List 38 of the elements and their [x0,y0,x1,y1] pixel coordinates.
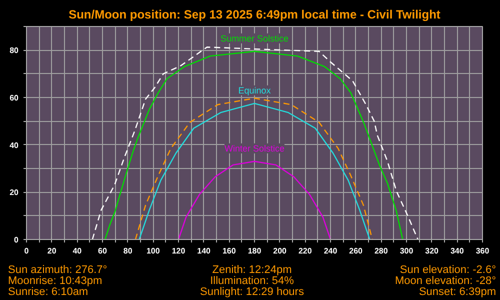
x-tick-label: 80 [123,246,133,256]
text: Moonrise: 10:43pm [8,275,104,287]
x-tick-label: 160 [222,246,236,256]
x-tick-label: 60 [98,246,108,256]
y-tick-label: 0 [14,236,20,244]
x-tick-label: 260 [349,246,364,256]
x-tick-label: 240 [324,246,338,256]
series-label: Winter Solstice [224,143,285,154]
x-tick-label: 360 [476,246,490,256]
x-tick-label: 200 [273,246,288,256]
y-tick-label: 80 [10,46,20,56]
text: Illumination: 54% [209,275,295,287]
text: Sunlight: 12:29 hours [199,286,305,298]
chart-title: Sun/Moon position: Sep 13 2025 6:49pm local time - Civil Twilight [68,8,440,22]
x-tick-label: 220 [298,246,312,256]
y-tick-label: 60 [10,94,20,102]
x-tick-label: 340 [450,246,464,256]
text: Sunset: 6:39pm [418,286,496,298]
x-tick-label: 280 [374,246,388,256]
series-label: Equinox [238,85,272,96]
x-tick-label: 320 [425,246,440,256]
text: Moon elevation: -28° [394,275,496,287]
x-tick-label: 120 [172,246,186,256]
text: Sunrise: 6:10am [8,286,88,298]
x-tick-label: 100 [146,246,160,256]
text: Sun elevation: -2.6° [398,264,496,276]
x-tick-label: 180 [248,246,262,256]
y-tick-label: 40 [10,140,20,150]
x-tick-label: 0 [24,246,30,256]
line-series [178,160,332,240]
y-tick-label: 20 [10,188,20,198]
text: Sun azimuth: 276.7° [8,264,108,276]
series-label: Summer Solstice [220,33,289,44]
x-tick-label: 20 [47,246,57,256]
x-tick-label: 40 [72,246,82,256]
x-tick-label: 300 [400,246,414,256]
x-tick-label: 140 [197,246,212,256]
text: Zenith: 12:24pm [211,264,293,276]
